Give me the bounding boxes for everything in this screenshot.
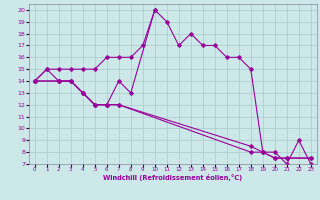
X-axis label: Windchill (Refroidissement éolien,°C): Windchill (Refroidissement éolien,°C) — [103, 174, 243, 181]
